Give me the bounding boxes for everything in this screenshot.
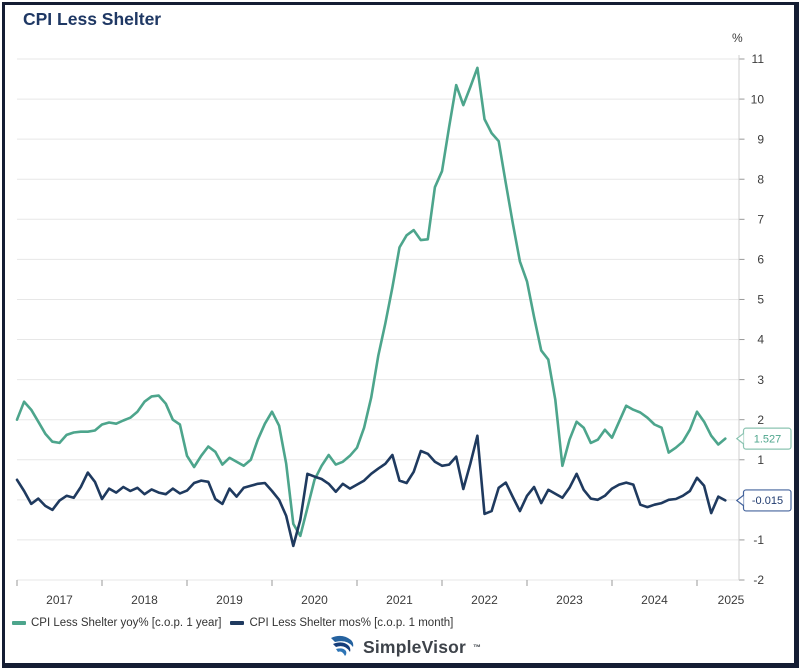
legend-item-mom-label: CPI Less Shelter mos% [c.o.p. 1 month] (249, 617, 454, 629)
mom-line-series[interactable] (15, 434, 727, 548)
y-tick-label: 6 (757, 253, 764, 267)
yoy-last-value-callout: 1.527 (735, 427, 792, 450)
simplevisor-wordmark: SimpleVisor (363, 636, 467, 657)
x-tick-label: 2024 (641, 593, 668, 607)
x-axis: 2017 2018 2019 2020 2021 2022 2023 2024 2025 (16, 580, 745, 607)
yoy-line-series[interactable] (15, 66, 727, 538)
y-tick-label: 2 (757, 413, 764, 427)
legend-item-mom[interactable]: CPI Less Shelter mos% [c.o.p. 1 month] (230, 617, 453, 629)
x-tick-label: 2023 (556, 593, 583, 607)
x-tick-label: 2017 (46, 593, 73, 607)
yoy-series-swatch-icon (12, 621, 26, 625)
x-tick-label: 2022 (471, 593, 498, 607)
x-tick-label: 2021 (386, 593, 413, 607)
y-tick-label: 1 (757, 453, 764, 467)
simplevisor-eagle-icon (330, 635, 356, 659)
y-tick-label: 8 (757, 172, 764, 186)
simplevisor-logo[interactable]: SimpleVisor ™ (330, 635, 481, 659)
legend-item-yoy-label: CPI Less Shelter yoy% [c.o.p. 1 year] (31, 617, 222, 629)
x-tick-label: 2020 (301, 593, 328, 607)
mom-last-value-callout: -0.015 (735, 489, 792, 512)
chart-legend: CPI Less Shelter yoy% [c.o.p. 1 year] CP… (12, 617, 453, 629)
gridlines (17, 58, 739, 581)
chart-title: CPI Less Shelter (23, 9, 162, 29)
y-tick-label: 10 (751, 92, 765, 106)
y-tick-label: -1 (753, 533, 764, 547)
y-tick-label: 7 (757, 213, 764, 227)
callout-value: 1.527 (754, 433, 782, 445)
y-tick-label: -2 (753, 573, 764, 587)
mom-series-swatch-icon (230, 621, 245, 625)
callout-value: -0.015 (752, 495, 783, 507)
x-tick-label: 2018 (131, 593, 158, 607)
y-tick-label: 4 (757, 333, 764, 347)
x-tick-label: 2025 (718, 593, 745, 607)
y-tick-label: 9 (757, 132, 764, 146)
y-tick-label: 11 (752, 52, 765, 66)
legend-item-yoy[interactable]: CPI Less Shelter yoy% [c.o.p. 1 year] (12, 617, 221, 629)
y-axis-unit-label: % (732, 31, 743, 45)
y-tick-label: 5 (757, 293, 764, 307)
y-tick-label: 3 (757, 373, 764, 387)
trademark-symbol: ™ (473, 642, 482, 652)
x-tick-label: 2019 (216, 593, 243, 607)
